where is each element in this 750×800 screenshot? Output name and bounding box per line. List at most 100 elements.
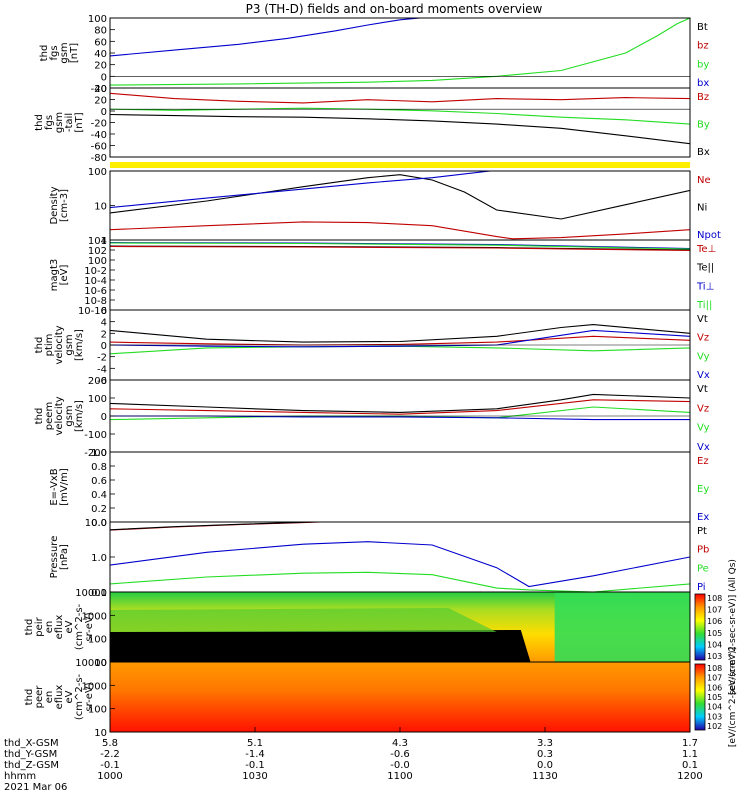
legend-entry: Ti|| [696, 300, 712, 311]
y-tick-label: 200 [88, 376, 107, 387]
y-axis-label: Density [49, 186, 60, 224]
colorbar-label: [eV/(cm^2-sec-sr-eV)] [728, 647, 738, 747]
x-axis-row-label: 2021 Mar 06 [4, 782, 67, 793]
y-tick-label: 0.1 [91, 588, 107, 599]
series-vy-line [110, 345, 690, 355]
y-axis-label: sr-eV) [84, 682, 95, 711]
legend-entry: Vt [697, 314, 708, 325]
colorbar-tick-label: 103 [707, 652, 722, 661]
y-axis-label: [nPa] [59, 544, 70, 570]
y-axis-label: -tail [64, 113, 75, 132]
y-axis-label: (cm^2-s- [74, 603, 85, 650]
x-tick-label: 0.0 [537, 760, 553, 771]
series-vt-line [110, 324, 690, 343]
x-tick-label: 4.3 [392, 738, 408, 749]
legend-entry: Vt [697, 384, 708, 395]
y-tick-label: -20 [91, 119, 107, 130]
colorbar-tick-label: 107 [707, 606, 722, 615]
y-axis-label: thd [34, 337, 45, 354]
y-axis-label: [nT] [69, 43, 80, 63]
legend-entry: bz [697, 41, 709, 52]
y-axis-label: Pressure [49, 536, 60, 579]
x-tick-label: 1.1 [682, 749, 698, 760]
y-axis-label: E=-VxB [49, 468, 60, 505]
y-tick-label: 40 [94, 84, 107, 95]
panel-8: 10.0 1.0 0.1 Pressure [nPa] Pt Pb Pe Pi [49, 518, 709, 599]
legend-entry: Ex [697, 512, 709, 523]
y-tick-label: 20 [94, 61, 107, 72]
y-axis-label: velocity [54, 325, 65, 364]
x-tick-label: 1100 [387, 771, 412, 782]
spectrogram [110, 662, 690, 732]
legend-entry: Ey [697, 484, 709, 495]
y-tick-label: 104 [88, 236, 107, 247]
y-axis-label: [mV/m] [59, 468, 70, 506]
series-ni-line [110, 174, 690, 220]
x-tick-label: 0.3 [537, 749, 553, 760]
x-tick-label: 3.3 [537, 738, 553, 749]
series-npot-line [110, 171, 491, 209]
y-axis-label: peir [34, 616, 45, 636]
y-axis-label: (cm^2-s- [74, 673, 85, 720]
x-tick-label: 0.1 [682, 760, 698, 771]
x-axis-row-label: hhmm [4, 771, 36, 782]
legend-entry: Bx [697, 147, 710, 158]
x-axis-row-label: thd_Y-GSM [4, 749, 57, 760]
x-axis-row-label: thd_Z-GSM [4, 760, 59, 771]
legend-entry: Pt [697, 526, 707, 537]
series-ti-line [110, 242, 690, 250]
y-tick-label: 20 [94, 96, 107, 107]
y-tick-label: -200 [84, 448, 107, 459]
series-te-line [110, 245, 690, 252]
y-tick-label: 10-8 [84, 296, 107, 307]
y-axis-label: [eV] [59, 265, 70, 286]
y-axis-label: thd [24, 689, 35, 706]
y-axis-label: thd [39, 45, 50, 62]
y-axis-label: [nT] [74, 112, 85, 132]
y-axis-label: [km/s] [74, 329, 85, 361]
flag-bar [110, 162, 690, 168]
legend-entry: Vz [697, 403, 709, 414]
y-tick-label: 0 [101, 72, 107, 83]
series-bx-line [110, 18, 426, 57]
legend-entry: Ne [697, 175, 711, 186]
x-tick-label: 1030 [242, 771, 267, 782]
y-tick-label: 10-6 [84, 286, 107, 297]
x-tick-label: 1000 [97, 771, 122, 782]
y-tick-label: 100 [88, 167, 107, 178]
y-tick-label: 100 [88, 635, 107, 646]
x-tick-label: 5.8 [102, 738, 118, 749]
x-tick-label: -0.1 [100, 760, 120, 771]
y-axis-label: [cm-3] [59, 189, 70, 222]
y-tick-label: -4 [97, 364, 107, 375]
y-tick-label: 60 [94, 37, 107, 48]
y-tick-label: -6 [97, 376, 107, 387]
y-axis-label: thd [24, 619, 35, 636]
y-tick-label: 10-2 [84, 266, 107, 277]
x-tick-label: 5.1 [247, 738, 263, 749]
colorbar-tick-label: 108 [707, 664, 722, 673]
legend-entry: Vy [697, 423, 710, 434]
y-tick-label: 10000 [75, 658, 107, 669]
panel-3: 100 10 1 Density [cm-3] Ne Ni Npot [49, 167, 721, 247]
y-axis-label: eflux [54, 615, 65, 640]
legend-entry: Vx [697, 442, 710, 453]
legend-entry: Npot [697, 230, 721, 241]
x-tick-label: -0.6 [390, 749, 410, 760]
colorbar-tick-label: 107 [707, 674, 722, 683]
y-tick-label: 1000 [82, 681, 107, 692]
y-tick-label: 0.2 [91, 504, 107, 515]
y-tick-label: 1.0 [91, 553, 107, 564]
y-tick-label: 2 [101, 329, 107, 340]
y-tick-label: 0 [101, 341, 107, 352]
x-tick-label: -0.0 [390, 760, 410, 771]
series-vy-line [110, 406, 690, 421]
x-tick-label: -2.2 [100, 749, 120, 760]
series-vx-line [110, 329, 690, 348]
plot-title: P3 (TH-D) fields and on-board moments ov… [246, 2, 543, 16]
series-vz-line [110, 335, 690, 346]
spectrogram [110, 592, 690, 662]
